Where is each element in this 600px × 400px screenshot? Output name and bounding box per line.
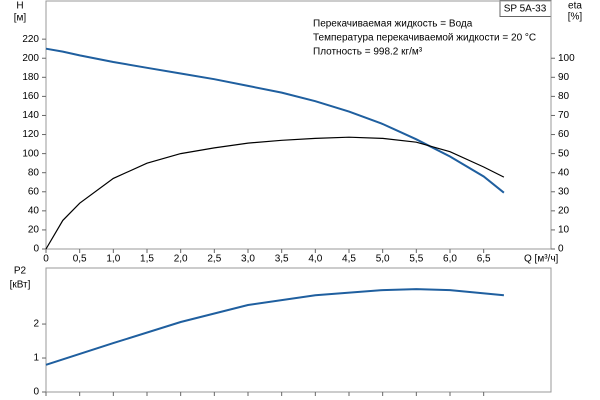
x-tick-label: 4,0 (308, 254, 322, 265)
y-tick-label: 60 (28, 186, 40, 197)
y-tick-label: 1 (33, 353, 39, 364)
y-tick-label: 220 (22, 34, 39, 45)
x-tick-label: 5,0 (376, 254, 390, 265)
y2-tick-label: 40 (558, 167, 570, 178)
curve (45, 47, 505, 194)
x-tick-label: 6,5 (477, 254, 491, 265)
y2-tick-label: 50 (558, 148, 570, 159)
y2-axis-label: eta (568, 1, 582, 12)
curve (45, 136, 505, 250)
y-tick-label: 120 (22, 129, 39, 140)
y-tick-label: 40 (28, 205, 40, 216)
y2-tick-label: 30 (558, 186, 570, 197)
x-tick-label: 3,0 (241, 254, 255, 265)
y2-tick-label: 0 (558, 244, 564, 255)
y-axis-label: H (16, 1, 23, 12)
y-tick-label: 0 (33, 387, 39, 398)
y2-tick-label: 70 (558, 110, 570, 121)
x-tick-label: 1,5 (140, 254, 154, 265)
y-tick-label: 140 (22, 110, 39, 121)
x-tick-label: 0 (43, 254, 49, 265)
y2-tick-label: 90 (558, 72, 570, 83)
y-tick-label: 200 (22, 53, 39, 64)
y-axis-unit: [кВт] (10, 280, 31, 291)
annotation: Температура перекачиваемой жидкости = 20… (313, 33, 536, 44)
annotation: Перекачиваемая жидкость = Вода (313, 19, 473, 30)
y2-tick-label: 80 (558, 91, 570, 102)
x-tick-label: 3,5 (275, 254, 289, 265)
y2-tick-label: 10 (558, 225, 570, 236)
y2-tick-label: 100 (558, 53, 575, 64)
y-tick-label: 2 (33, 319, 39, 330)
curve (45, 288, 504, 366)
plot-frame (45, 267, 552, 393)
x-tick-label: 6,0 (443, 254, 457, 265)
y-axis-label: P2 (14, 266, 27, 277)
x-axis-label: Q [м³/ч] (524, 254, 559, 265)
y-tick-label: 20 (28, 225, 40, 236)
y-tick-label: 100 (22, 148, 39, 159)
x-tick-label: 1,0 (106, 254, 120, 265)
y2-axis-unit: [%] (568, 12, 583, 23)
x-tick-label: 2,0 (174, 254, 188, 265)
y2-tick-label: 60 (558, 129, 570, 140)
y-tick-label: 80 (28, 167, 40, 178)
y-axis-unit: [м] (14, 13, 27, 24)
y-tick-label: 0 (33, 244, 39, 255)
x-tick-label: 4,5 (342, 254, 356, 265)
x-tick-label: 2,5 (207, 254, 221, 265)
y2-tick-label: 20 (558, 205, 570, 216)
plot-frame (45, 0, 552, 250)
x-tick-label: 0,5 (73, 254, 87, 265)
y-tick-label: 160 (22, 91, 39, 102)
chart-title: SP 5A-33 (504, 4, 547, 15)
x-tick-label: 5,5 (409, 254, 423, 265)
annotation: Плотность = 998.2 кг/м³ (313, 47, 423, 58)
y-tick-label: 180 (22, 72, 39, 83)
